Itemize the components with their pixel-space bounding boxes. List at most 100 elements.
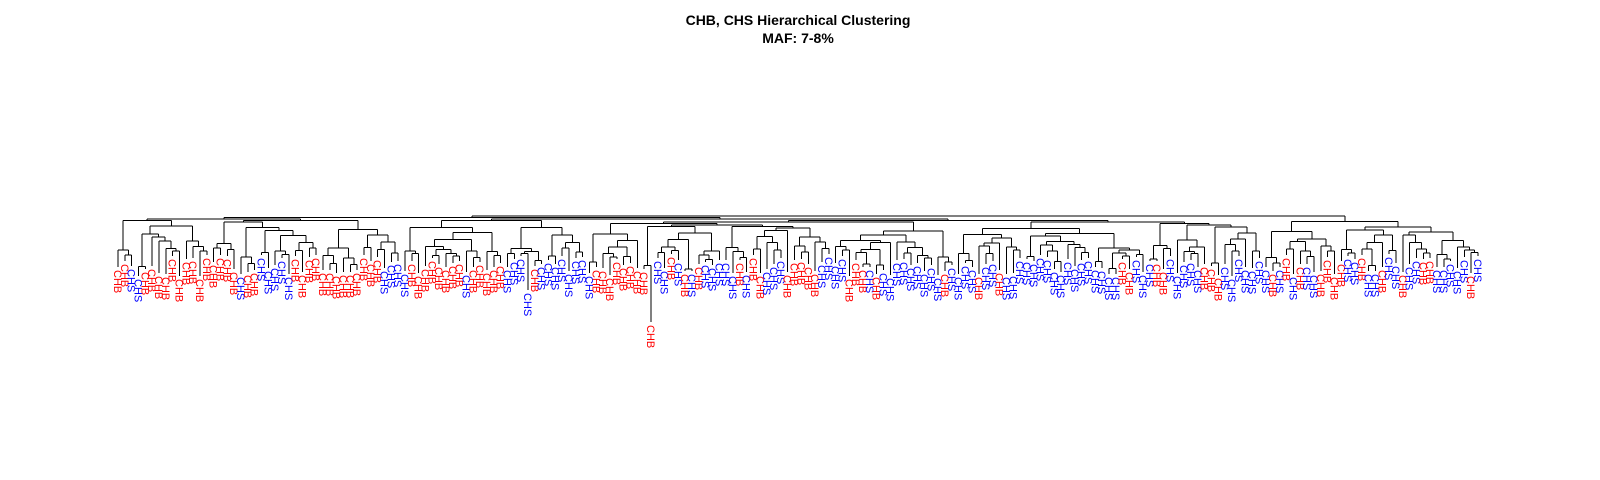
leaf-label-chs: CHS — [1252, 261, 1264, 284]
leaf-label-chs: CHS — [460, 275, 472, 298]
leaf-label-chb: CHB — [412, 276, 424, 299]
leaf-label-chs: CHS — [1300, 267, 1312, 290]
leaf-label-chb: CHB — [186, 261, 198, 284]
leaf-label-chs: CHS — [562, 274, 574, 297]
leaf-label-chs: CHS — [822, 257, 834, 280]
leaf-label-chb: CHB — [138, 272, 150, 295]
leaf-label-chs: CHS — [760, 272, 772, 295]
leaf-label-chs: CHS — [706, 268, 718, 291]
leaf-label-chb: CHB — [1396, 275, 1408, 298]
leaf-label-chs: CHS — [255, 258, 267, 281]
leaf-label-chs: CHS — [965, 270, 977, 293]
leaf-label-chb: CHB — [781, 275, 793, 298]
leaf-label-chs: CHS — [726, 276, 738, 299]
leaf-label-chb: CHB — [665, 257, 677, 280]
leaf-label-chs: CHS — [767, 267, 779, 290]
leaf-label-chs: CHS — [1389, 266, 1401, 289]
leaf-label-chs: CHS — [1341, 259, 1353, 282]
leaf-label-chs: CHS — [1129, 260, 1141, 283]
leaf-label-chb: CHB — [849, 263, 861, 286]
leaf-label-chb: CHB — [425, 261, 437, 284]
leaf-label-chs: CHS — [501, 270, 513, 293]
leaf-label-chs: CHS — [1088, 270, 1100, 293]
leaf-label-chs: CHS — [958, 266, 970, 289]
leaf-label-chb: CHB — [692, 267, 704, 290]
leaf-label-chs: CHS — [1068, 269, 1080, 292]
leaf-label-chs: CHS — [986, 264, 998, 287]
leaf-label-chs: CHS — [1232, 259, 1244, 282]
leaf-label-chb: CHB — [173, 279, 185, 302]
leaf-label-chb: CHB — [439, 270, 451, 293]
leaf-label-chs: CHS — [548, 267, 560, 290]
leaf-label-chs: CHS — [671, 263, 683, 286]
leaf-label-chs: CHS — [1102, 277, 1114, 300]
leaf-label-chs: CHS — [911, 266, 923, 289]
leaf-label-chs: CHS — [1273, 270, 1285, 293]
leaf-label-chs: CHS — [1034, 258, 1046, 281]
leaf-label-chb: CHB — [1204, 269, 1216, 292]
leaf-label-chb: CHB — [596, 271, 608, 294]
leaf-label-chb: CHB — [603, 278, 615, 301]
leaf-label-chb: CHB — [405, 264, 417, 287]
leaf-label-chs: CHS — [924, 268, 936, 291]
leaf-label-chb: CHB — [630, 271, 642, 294]
leaf-label-chs: CHS — [699, 265, 711, 288]
leaf-label-chb: CHB — [1423, 261, 1435, 284]
leaf-label-chs: CHS — [569, 261, 581, 284]
leaf-label-chs: CHS — [999, 277, 1011, 300]
leaf-label-chs: CHS — [1437, 270, 1449, 293]
leaf-label-chb: CHB — [357, 258, 369, 281]
leaf-label-chb: CHB — [678, 274, 690, 297]
leaf-label-chs: CHS — [1409, 261, 1421, 284]
leaf-label-chb: CHB — [1116, 262, 1128, 285]
leaf-label-chs: CHS — [507, 262, 519, 285]
leaf-label-chb: CHB — [610, 262, 622, 285]
leaf-label-chs: CHS — [1348, 262, 1360, 285]
leaf-label-chb: CHB — [788, 263, 800, 286]
leaf-label-chs: CHS — [917, 274, 929, 297]
leaf-label-chs: CHS — [876, 273, 888, 296]
leaf-label-chs: CHS — [1457, 260, 1469, 283]
leaf-label-chs: CHS — [234, 277, 246, 300]
leaf-label-chs: CHS — [1061, 262, 1073, 285]
leaf-label-chb: CHB — [166, 259, 178, 282]
leaf-label-chs: CHS — [1177, 265, 1189, 288]
leaf-label-chb: CHB — [1293, 267, 1305, 290]
leaf-label-chb: CHB — [808, 274, 820, 297]
leaf-label-chs: CHS — [1368, 274, 1380, 297]
leaf-label-chs: CHS — [1430, 270, 1442, 293]
leaf-label-chs: CHS — [384, 265, 396, 288]
leaf-label-chb: CHB — [1150, 264, 1162, 287]
leaf-label-chb: CHB — [972, 277, 984, 300]
leaf-label-chb: CHB — [152, 276, 164, 299]
leaf-label-chb: CHB — [118, 264, 130, 287]
leaf-label-chb: CHB — [179, 262, 191, 285]
leaf-label-chs: CHS — [275, 261, 287, 284]
leaf-label-chs: CHS — [1184, 263, 1196, 286]
leaf-label-chb: CHB — [371, 260, 383, 283]
leaf-label-chb: CHB — [794, 262, 806, 285]
leaf-label-chb: CHB — [1122, 272, 1134, 295]
leaf-label-chb: CHB — [350, 273, 362, 296]
leaf-label-chb: CHB — [159, 277, 171, 300]
leaf-label-chs: CHS — [1075, 263, 1087, 286]
leaf-label-chs: CHS — [1450, 271, 1462, 294]
leaf-label-chb: CHB — [1464, 276, 1476, 299]
leaf-label-chs: CHS — [555, 259, 567, 282]
leaf-label-chs: CHS — [1170, 276, 1182, 299]
leaf-label-chb: CHB — [145, 269, 157, 292]
leaf-label-chs: CHS — [1471, 259, 1483, 282]
leaf-label-chs: CHS — [576, 260, 588, 283]
leaf-label-chs: CHS — [712, 263, 724, 286]
leaf-label-chb: CHB — [330, 276, 342, 299]
leaf-label-chs: CHS — [979, 267, 991, 290]
leaf-label-chb: CHB — [473, 265, 485, 288]
leaf-label-chs: CHS — [1027, 264, 1039, 287]
leaf-label-chs: CHS — [391, 264, 403, 287]
leaf-label-chs: CHS — [583, 276, 595, 299]
leaf-label-chb: CHB — [624, 266, 636, 289]
leaf-label-chs: CHS — [1095, 271, 1107, 294]
leaf-label-chb: CHB — [200, 258, 212, 281]
leaf-label-chs: CHS — [1047, 272, 1059, 295]
